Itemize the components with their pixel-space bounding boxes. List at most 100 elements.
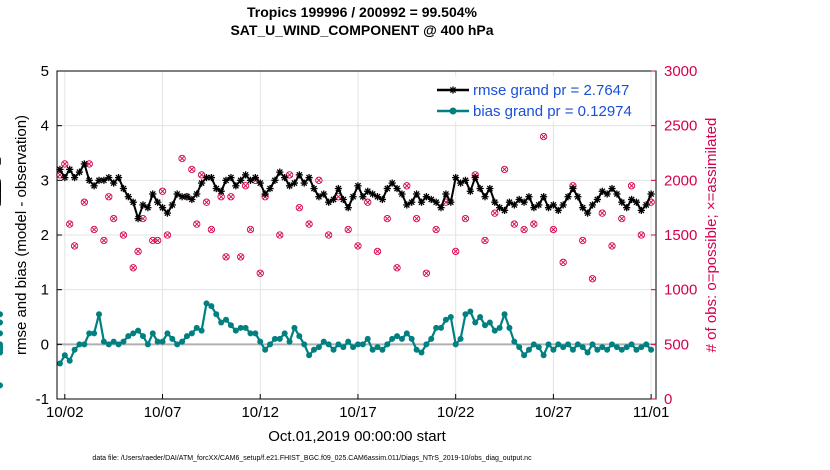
data-series: [0, 157, 655, 389]
obs-count-point: [207, 225, 216, 234]
marker-stroke: [169, 201, 176, 208]
marker-stroke: [433, 199, 440, 206]
bias-point: [574, 341, 581, 348]
obs-count-point: [237, 253, 245, 261]
marker-stroke: [291, 180, 298, 187]
chart-title-line2: SAT_U_WIND_COMPONENT @ 400 hPa: [230, 22, 493, 38]
bias-point: [262, 346, 269, 353]
obs-count-point: [627, 182, 636, 190]
marker-stroke: [364, 188, 371, 195]
obs-count-point: [178, 154, 186, 163]
rmse-point: [613, 190, 621, 198]
marker-stroke: [389, 180, 396, 187]
rmse-point: [398, 190, 406, 198]
bias-point: [252, 330, 259, 337]
obs-assimilated-cross: [599, 210, 605, 216]
bias-point: [545, 341, 552, 348]
marker-stroke: [56, 166, 63, 173]
bias-point: [179, 338, 186, 345]
obs-assimilated-cross: [638, 232, 644, 238]
obs-count-point: [202, 198, 211, 206]
marker-stroke: [477, 185, 484, 192]
rmse-point: [427, 195, 435, 204]
y-tick-label-right: 500: [664, 336, 689, 353]
rmse-point: [417, 198, 426, 206]
rmse-point: [579, 204, 587, 212]
obs-assimilated-cross: [589, 276, 596, 282]
bias-point: [325, 341, 332, 348]
marker-stroke: [413, 190, 420, 198]
y-tick-label-left: 5: [41, 63, 49, 80]
obs-count-point: [432, 225, 440, 234]
bias-point: [623, 344, 630, 351]
obs-assimilated-cross: [243, 183, 249, 189]
bias-point: [643, 341, 650, 348]
y-tick-label-left: -1: [36, 391, 49, 408]
bias-point: [223, 316, 230, 323]
obs-assimilated-cross: [404, 183, 410, 189]
obs-assimilated-cross: [316, 177, 322, 183]
marker-stroke: [530, 204, 537, 211]
obs-count-point: [90, 225, 98, 234]
marker-stroke: [560, 201, 567, 208]
rmse-point: [66, 165, 74, 173]
obs-possible-circle: [520, 225, 528, 234]
obs-assimilated-cross: [306, 221, 312, 227]
marker-stroke: [296, 171, 303, 178]
obs-assimilated-cross: [238, 254, 244, 260]
obs-count-point: [222, 253, 230, 261]
obs-assimilated-cross: [101, 237, 107, 243]
bias-point: [584, 349, 591, 356]
bias-point: [486, 319, 493, 326]
obs-assimilated-cross: [609, 243, 615, 249]
obs-assimilated-cross: [335, 194, 341, 200]
bias-point: [81, 341, 88, 348]
bias-point: [535, 344, 542, 351]
obs-possible-circle: [549, 225, 558, 234]
obs-assimilated-cross: [629, 183, 635, 189]
obs-assimilated-cross: [541, 134, 547, 140]
obs-assimilated-cross: [189, 166, 195, 172]
marker-stroke: [638, 207, 645, 214]
obs-count-point: [393, 264, 401, 272]
marker-stroke: [628, 196, 635, 203]
rmse-point: [183, 193, 191, 201]
bias-point: [281, 330, 288, 337]
obs-possible-circle: [193, 220, 201, 228]
obs-count-point: [403, 182, 411, 190]
rmse-point: [315, 193, 323, 201]
rmse-point: [134, 215, 142, 223]
marker-stroke: [472, 174, 479, 181]
obs-assimilated-cross: [521, 227, 527, 233]
bias-point: [291, 324, 298, 331]
bias-point: [350, 344, 357, 351]
bias-point: [149, 330, 156, 337]
obs-possible-circle: [90, 225, 98, 234]
marker-stroke: [403, 201, 410, 208]
bias-point: [423, 341, 430, 348]
obs-count-point: [276, 231, 284, 239]
x-axis-label: Oct.01,2019 00:00:00 start: [268, 428, 446, 445]
obs-count-point: [241, 182, 250, 190]
marker-stroke: [174, 190, 181, 198]
bias-point: [296, 333, 303, 340]
bias-point: [550, 346, 557, 353]
obs-count-point: [295, 204, 303, 212]
rmse-point: [378, 195, 386, 204]
legend-rmse-marker: [449, 86, 457, 94]
obs-possible-circle: [285, 171, 294, 179]
marker-stroke: [301, 180, 308, 187]
rmse-point: [149, 190, 157, 198]
bias-point: [0, 382, 3, 389]
x-tick-label: 10/17: [339, 404, 377, 421]
rmse-point: [70, 174, 79, 182]
marker-stroke: [398, 190, 405, 198]
obs-possible-circle: [530, 220, 538, 228]
rmse-point: [461, 176, 470, 184]
marker-stroke: [232, 182, 239, 189]
obs-count-point: [158, 187, 167, 195]
rmse-point: [227, 174, 235, 182]
obs-assimilated-cross: [414, 216, 420, 222]
marker-stroke: [227, 174, 234, 181]
marker-stroke: [144, 204, 151, 211]
